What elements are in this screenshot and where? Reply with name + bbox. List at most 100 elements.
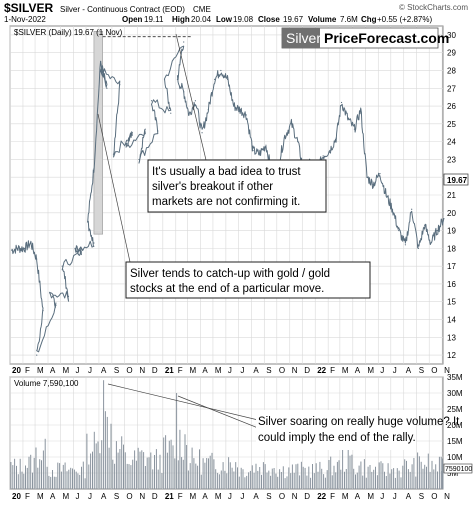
price-y-tick-label: 24 — [447, 138, 456, 147]
x-tick-label: 21 — [165, 492, 174, 501]
x-tick-label: A — [101, 492, 107, 501]
x-tick-label: J — [393, 492, 397, 501]
price-y-tick-label: 19 — [447, 227, 456, 236]
last-volume-tag — [443, 463, 473, 474]
price-point — [385, 194, 387, 196]
price-point — [24, 247, 26, 249]
price-y-tick-label: 28 — [447, 66, 456, 75]
price-point — [329, 149, 331, 152]
price-point — [372, 183, 374, 185]
price-y-tick-label: 20 — [447, 209, 456, 218]
price-point — [360, 109, 362, 111]
high-label: High — [172, 15, 190, 24]
price-point — [170, 112, 172, 114]
x-tick-label: O — [431, 366, 437, 375]
x-tick-label: O — [279, 366, 285, 375]
volume-pointer-line-1 — [107, 383, 259, 421]
price-point — [144, 128, 146, 130]
volume-y-tick-label: 35M — [447, 373, 463, 382]
price-point — [100, 60, 102, 63]
price-point — [74, 247, 76, 249]
x-tick-label: A — [406, 492, 412, 501]
price-point — [42, 310, 44, 312]
contract-description: Silver - Continuous Contract (EOD) — [60, 5, 185, 14]
open-value: 19.11 — [144, 15, 164, 24]
x-tick-label: M — [342, 492, 349, 501]
price-y-tick-label: 25 — [447, 120, 456, 129]
price-point — [220, 69, 222, 72]
x-tick-label: J — [88, 366, 92, 375]
price-y-tick-label: 30 — [447, 31, 456, 40]
breakout-pointer-line — [175, 33, 207, 161]
x-tick-label: N — [292, 366, 298, 375]
ohlc-summary: Open 19.11 High 20.04 Low 19.08 Close 19… — [122, 15, 432, 24]
price-y-tick-label: 14 — [447, 316, 456, 325]
low-label: Low — [216, 15, 233, 24]
price-y-tick-label: 21 — [447, 191, 456, 200]
price-point — [239, 109, 241, 111]
price-point — [106, 87, 108, 89]
catchup-callout-box — [125, 261, 371, 299]
x-tick-label: S — [266, 492, 271, 501]
price-point — [49, 292, 51, 294]
price-point — [366, 176, 368, 178]
price-point — [61, 265, 63, 267]
price-point — [411, 208, 413, 210]
x-tick-label: N — [444, 366, 450, 375]
price-point — [265, 144, 267, 146]
price-point — [100, 69, 102, 72]
breakout-annotation: It's usually a bad idea to trust silver'… — [147, 33, 327, 213]
price-y-tick-label: 29 — [447, 49, 456, 58]
price-point — [112, 153, 115, 155]
price-point — [183, 91, 185, 93]
volume-y-tick-label: 10M — [447, 453, 463, 462]
x-tick-label: M — [189, 492, 196, 501]
price-point — [194, 100, 196, 102]
x-tick-label: 21 — [165, 366, 174, 375]
volume-y-tick-label: 15M — [447, 437, 463, 446]
price-point — [245, 114, 247, 116]
price-point — [297, 141, 299, 143]
x-tick-label: J — [240, 366, 244, 375]
price-point — [201, 132, 203, 134]
price-point — [436, 229, 438, 232]
price-point — [17, 247, 19, 249]
x-tick-label: N — [139, 492, 145, 501]
high-value: 20.04 — [191, 15, 212, 24]
price-y-tick-label: 15 — [447, 298, 456, 307]
catchup-note-line-1: Silver tends to catch-up with gold / gol… — [130, 268, 330, 280]
breakout-note-line-1: It's usually a bad idea to trust — [152, 166, 301, 178]
volume-bars — [10, 380, 444, 489]
low-value: 19.08 — [233, 15, 254, 24]
x-tick-label: S — [419, 366, 424, 375]
volume-value: 7.6M — [340, 15, 358, 24]
last-price-tag — [443, 173, 469, 186]
x-tick-label: A — [253, 492, 259, 501]
price-y-tick-label: 17 — [447, 262, 456, 271]
price-point — [131, 132, 133, 134]
price-point — [233, 105, 235, 107]
price-point — [119, 84, 121, 86]
x-tick-label: F — [178, 492, 183, 501]
x-tick-label: A — [202, 492, 208, 501]
price-point — [125, 146, 127, 148]
x-tick-label: J — [228, 366, 232, 375]
price-y-tick-label: 12 — [447, 351, 456, 360]
x-tick-label: N — [292, 492, 298, 501]
x-tick-label: J — [240, 492, 244, 501]
x-tick-label: F — [25, 366, 30, 375]
x-tick-label: N — [444, 492, 450, 501]
price-point — [157, 130, 159, 132]
volume-y-axis: 5M 10M 15M 20M 25M 30M 35M — [447, 373, 463, 478]
x-tick-label: M — [215, 366, 222, 375]
price-y-tick-label: 13 — [447, 333, 456, 342]
breakout-note-line-3: markets are not confirming it. — [152, 196, 300, 208]
breakout-highlight — [93, 31, 103, 235]
price-point — [335, 137, 337, 139]
price-point — [424, 224, 426, 226]
volume-note-line-1: Silver soaring on really huge volume? It — [258, 416, 460, 428]
volume-label: Volume — [308, 15, 337, 24]
x-tick-label: F — [330, 492, 335, 501]
price-point — [443, 218, 445, 220]
